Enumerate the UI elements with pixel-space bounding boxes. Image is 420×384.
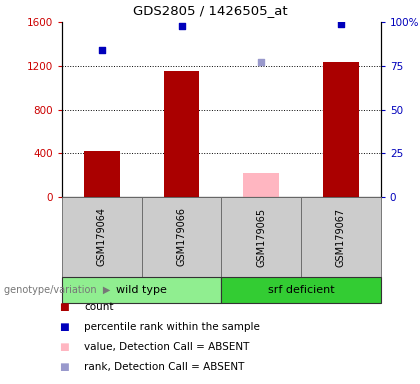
Bar xyxy=(142,197,221,277)
Bar xyxy=(62,277,221,303)
Text: ■: ■ xyxy=(59,342,68,352)
Text: GSM179067: GSM179067 xyxy=(336,207,346,266)
Text: GSM179064: GSM179064 xyxy=(97,207,107,266)
Point xyxy=(338,21,344,27)
Bar xyxy=(164,71,200,197)
Text: rank, Detection Call = ABSENT: rank, Detection Call = ABSENT xyxy=(84,362,244,372)
Bar xyxy=(84,151,120,197)
Bar xyxy=(243,173,279,197)
Point xyxy=(178,22,185,28)
Point xyxy=(98,47,105,53)
Text: genotype/variation  ▶: genotype/variation ▶ xyxy=(4,285,110,295)
Text: value, Detection Call = ABSENT: value, Detection Call = ABSENT xyxy=(84,342,249,352)
Text: ■: ■ xyxy=(59,322,68,332)
Bar xyxy=(301,197,381,277)
Bar xyxy=(221,277,381,303)
Text: GSM179066: GSM179066 xyxy=(176,207,186,266)
Point xyxy=(258,59,265,65)
Text: wild type: wild type xyxy=(116,285,167,295)
Text: count: count xyxy=(84,302,113,312)
Text: GSM179065: GSM179065 xyxy=(256,207,266,266)
Bar xyxy=(323,63,359,197)
Text: srf deficient: srf deficient xyxy=(268,285,334,295)
Text: ■: ■ xyxy=(59,362,68,372)
Bar xyxy=(62,197,142,277)
Bar xyxy=(221,197,301,277)
Text: ■: ■ xyxy=(59,302,68,312)
Text: percentile rank within the sample: percentile rank within the sample xyxy=(84,322,260,332)
Text: GDS2805 / 1426505_at: GDS2805 / 1426505_at xyxy=(133,4,287,17)
